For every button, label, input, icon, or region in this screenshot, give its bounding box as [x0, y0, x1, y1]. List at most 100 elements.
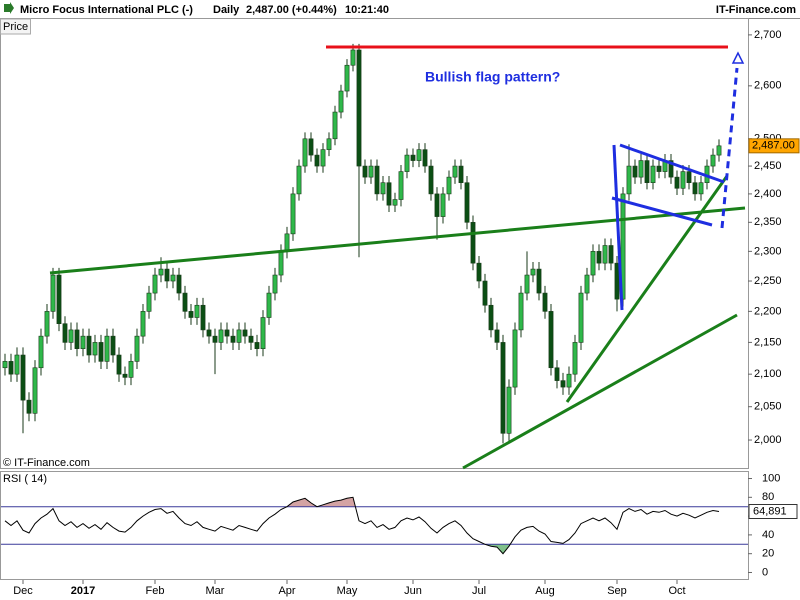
y-tick-label: 2,700	[754, 29, 782, 41]
price-label-box	[0, 18, 31, 35]
candle-body	[488, 304, 494, 331]
candle-body	[242, 329, 248, 337]
candle-body	[122, 373, 128, 378]
candle-body	[8, 361, 14, 375]
candle-body	[404, 154, 410, 172]
candle-body	[212, 335, 218, 343]
y-tick-label: 100	[762, 472, 780, 484]
candle-body	[356, 49, 362, 167]
candle-body	[434, 193, 440, 217]
header-period: Daily	[213, 4, 240, 16]
y-tick-label: 2,300	[754, 245, 782, 257]
x-tick-label: Apr	[278, 585, 295, 597]
candle-body	[380, 182, 386, 195]
candle-body	[164, 268, 170, 282]
candle-body	[650, 165, 656, 183]
candle-body	[350, 49, 356, 66]
candle-body	[626, 165, 632, 195]
y-tick-label: 40	[762, 529, 774, 541]
candle-body	[14, 354, 20, 375]
header-time: 10:21:40	[345, 4, 389, 16]
candle-body	[542, 292, 548, 312]
y-tick-label: 0	[762, 566, 768, 578]
candle-body	[146, 292, 152, 312]
y-tick-label: 2,400	[754, 188, 782, 200]
flag-line	[619, 143, 725, 184]
candle-body	[152, 274, 158, 294]
candle-body	[482, 280, 488, 306]
candle-body	[560, 380, 566, 388]
candle-body	[494, 329, 500, 343]
trend-line	[49, 206, 746, 275]
candle-body	[548, 311, 554, 369]
header-brand: IT-Finance.com	[716, 4, 796, 16]
target-marker	[731, 51, 745, 64]
candle-body	[620, 193, 626, 300]
candle-body	[290, 193, 296, 235]
x-tick-label: Feb	[146, 585, 165, 597]
y-tick-label: 20	[762, 548, 774, 560]
candle-body	[134, 335, 140, 362]
target-projection	[720, 67, 739, 229]
y-tick-label: 2,200	[754, 305, 782, 317]
current-price-label: 2,487.00	[752, 140, 795, 152]
candle-body	[128, 361, 134, 378]
candle-body	[692, 182, 698, 195]
candle-body	[308, 138, 314, 156]
x-tick-label: Aug	[535, 585, 555, 597]
candle-body	[176, 274, 182, 294]
candle-body	[92, 342, 98, 356]
candle-body	[236, 329, 242, 343]
overbought-fill	[286, 497, 356, 507]
candle-body	[110, 335, 116, 356]
trend-line	[462, 313, 738, 470]
candle-body	[566, 373, 572, 388]
flag-pole	[612, 144, 624, 311]
rsi-frame	[0, 471, 749, 580]
candle-body	[314, 154, 320, 167]
candle-body	[368, 165, 374, 178]
trend-line	[565, 175, 729, 403]
header-icon	[4, 2, 14, 14]
candle-body	[518, 292, 524, 331]
candle-body	[206, 329, 212, 337]
candle-body	[248, 335, 254, 343]
candle-body	[320, 149, 326, 167]
candle-body	[602, 245, 608, 264]
candle-body	[446, 176, 452, 195]
candle-body	[182, 292, 188, 312]
candle-body	[98, 342, 104, 362]
candle-body	[272, 274, 278, 294]
candle-body	[284, 233, 290, 252]
candle-body	[254, 342, 260, 349]
candle-body	[716, 145, 722, 156]
header-quote: 2,487.00 (+0.44%)	[246, 4, 337, 16]
x-tick-label: Dec	[13, 585, 33, 597]
candle-body	[638, 160, 644, 178]
candle-body	[710, 154, 716, 167]
candle-body	[194, 304, 200, 318]
candle-body	[56, 274, 62, 324]
candle-body	[140, 311, 146, 337]
current-rsi-label: 64,891	[753, 505, 787, 517]
candle-body	[20, 354, 26, 401]
x-tick-label: May	[337, 585, 358, 597]
candle-body	[296, 165, 302, 195]
copyright: © IT-Finance.com	[3, 457, 90, 469]
candle-body	[500, 342, 506, 434]
candle-body	[644, 160, 650, 183]
candle-body	[26, 399, 32, 414]
candle-body	[224, 329, 230, 337]
candle-body	[32, 367, 38, 414]
current-rsi-marker	[748, 504, 798, 520]
candle-body	[332, 111, 338, 140]
y-tick-label: 2,150	[754, 336, 782, 348]
candle-body	[536, 268, 542, 294]
candle-body	[590, 251, 596, 276]
candle-body	[686, 171, 692, 183]
x-tick-label: Mar	[206, 585, 225, 597]
candle-body	[512, 329, 518, 388]
candle-body	[386, 182, 392, 206]
candle-body	[614, 262, 620, 300]
candle-body	[302, 138, 308, 167]
